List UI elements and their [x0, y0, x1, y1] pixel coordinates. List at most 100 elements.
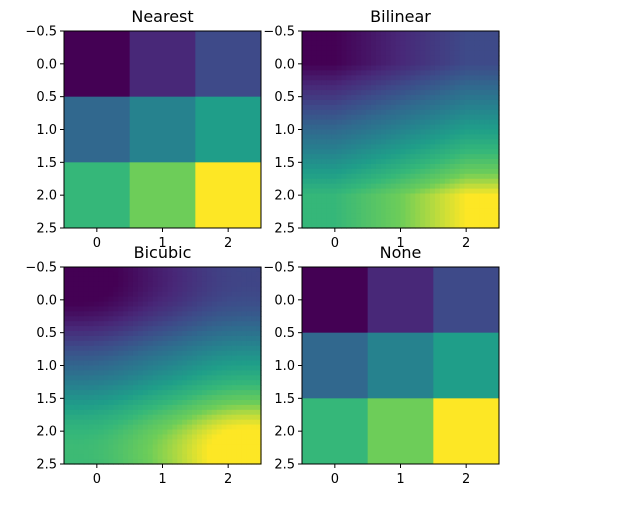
heatmap-pixel — [306, 208, 313, 214]
subplot-title: Bilinear — [370, 7, 431, 26]
heatmap-pixel — [444, 218, 451, 224]
heatmap-pixel — [306, 114, 313, 121]
heatmap-pixel — [123, 306, 129, 312]
heatmap-pixel — [128, 429, 134, 436]
heatmap-pixel — [142, 306, 149, 312]
heatmap-pixel — [78, 385, 85, 391]
heatmap-pixel — [236, 449, 242, 455]
heatmap-pixel — [479, 193, 485, 200]
heatmap-pixel — [172, 271, 178, 278]
heatmap-pixel — [157, 414, 164, 421]
heatmap-pixel — [78, 454, 85, 460]
heatmap-pixel — [132, 331, 139, 337]
heatmap-pixel — [68, 316, 75, 322]
heatmap-pixel — [132, 296, 139, 303]
heatmap-pixel — [177, 434, 183, 440]
heatmap-pixel — [464, 193, 471, 200]
heatmap-pixel — [68, 271, 75, 278]
heatmap-pixel — [494, 35, 500, 42]
heatmap-pixel — [474, 114, 480, 121]
heatmap-pixel — [226, 355, 233, 362]
heatmap-pixel — [356, 31, 362, 37]
heatmap-pixel — [380, 45, 387, 52]
heatmap-pixel — [361, 114, 367, 121]
heatmap-pixel — [494, 218, 500, 224]
heatmap-pixel — [236, 444, 242, 450]
heatmap-pixel — [454, 139, 461, 145]
heatmap-pixel — [390, 55, 397, 62]
heatmap-pixel — [351, 149, 357, 155]
heatmap-pixel — [469, 90, 475, 96]
heatmap-pixel — [182, 380, 188, 386]
heatmap-pixel — [172, 375, 178, 381]
heatmap-pixel — [316, 144, 323, 150]
heatmap-cell-r2c1 — [367, 398, 434, 465]
heatmap-pixel — [375, 193, 382, 200]
heatmap-pixel — [221, 316, 228, 322]
heatmap-pixel — [128, 409, 134, 416]
heatmap-pixel — [196, 375, 203, 381]
heatmap-pixel — [346, 223, 352, 229]
heatmap-pixel — [226, 296, 233, 303]
heatmap-pixel — [103, 409, 109, 416]
heatmap-pixel — [425, 163, 431, 170]
heatmap-pixel — [311, 208, 318, 214]
heatmap-pixel — [196, 331, 203, 337]
heatmap-pixel — [246, 449, 252, 455]
heatmap-pixel — [405, 124, 411, 131]
heatmap-pixel — [167, 326, 173, 332]
heatmap-pixel — [380, 124, 387, 131]
heatmap-pixel — [469, 168, 475, 175]
heatmap-pixel — [216, 340, 223, 347]
heatmap-pixel — [226, 429, 233, 436]
heatmap-pixel — [132, 321, 139, 327]
heatmap-pixel — [306, 139, 313, 145]
heatmap-pixel — [410, 129, 416, 136]
heatmap-pixel — [316, 85, 323, 91]
heatmap-pixel — [380, 55, 387, 62]
heatmap-pixel — [434, 75, 441, 81]
heatmap-pixel — [221, 291, 228, 298]
heatmap-pixel — [336, 218, 342, 224]
heatmap-pixel — [410, 173, 416, 180]
heatmap-pixel — [167, 449, 173, 455]
heatmap-pixel — [211, 291, 218, 298]
heatmap-pixel — [444, 119, 451, 126]
heatmap-pixel — [346, 178, 352, 185]
heatmap-pixel — [162, 335, 169, 342]
heatmap-pixel — [256, 404, 262, 411]
heatmap-pixel — [351, 35, 357, 42]
heatmap-pixel — [177, 355, 183, 362]
heatmap-pixel — [341, 139, 347, 145]
heatmap-pixel — [341, 75, 347, 81]
heatmap-pixel — [118, 439, 124, 445]
heatmap-pixel — [351, 134, 357, 140]
heatmap-pixel — [246, 345, 252, 352]
heatmap-pixel — [464, 119, 471, 126]
heatmap-pixel — [64, 276, 70, 283]
heatmap-pixel — [489, 213, 495, 219]
heatmap-pixel — [434, 193, 441, 200]
heatmap-pixel — [434, 188, 441, 195]
heatmap-pixel — [366, 114, 372, 121]
heatmap-pixel — [68, 335, 75, 342]
y-tick-label: 1.0 — [36, 359, 57, 374]
heatmap-pixel — [400, 173, 407, 180]
heatmap-pixel — [177, 404, 183, 411]
heatmap-pixel — [157, 434, 164, 440]
heatmap-pixel — [484, 119, 490, 126]
heatmap-pixel — [326, 218, 333, 224]
heatmap-pixel — [479, 188, 485, 195]
heatmap-pixel — [216, 281, 223, 288]
heatmap-pixel — [380, 99, 387, 106]
heatmap-pixel — [142, 286, 149, 293]
heatmap-pixel — [469, 40, 475, 47]
heatmap-pixel — [375, 149, 382, 155]
heatmap-pixel — [182, 301, 188, 307]
heatmap-pixel — [346, 80, 352, 86]
heatmap-pixel — [196, 370, 203, 376]
heatmap-pixel — [93, 375, 100, 381]
heatmap-pixel — [152, 375, 159, 381]
heatmap-pixel — [182, 281, 188, 288]
